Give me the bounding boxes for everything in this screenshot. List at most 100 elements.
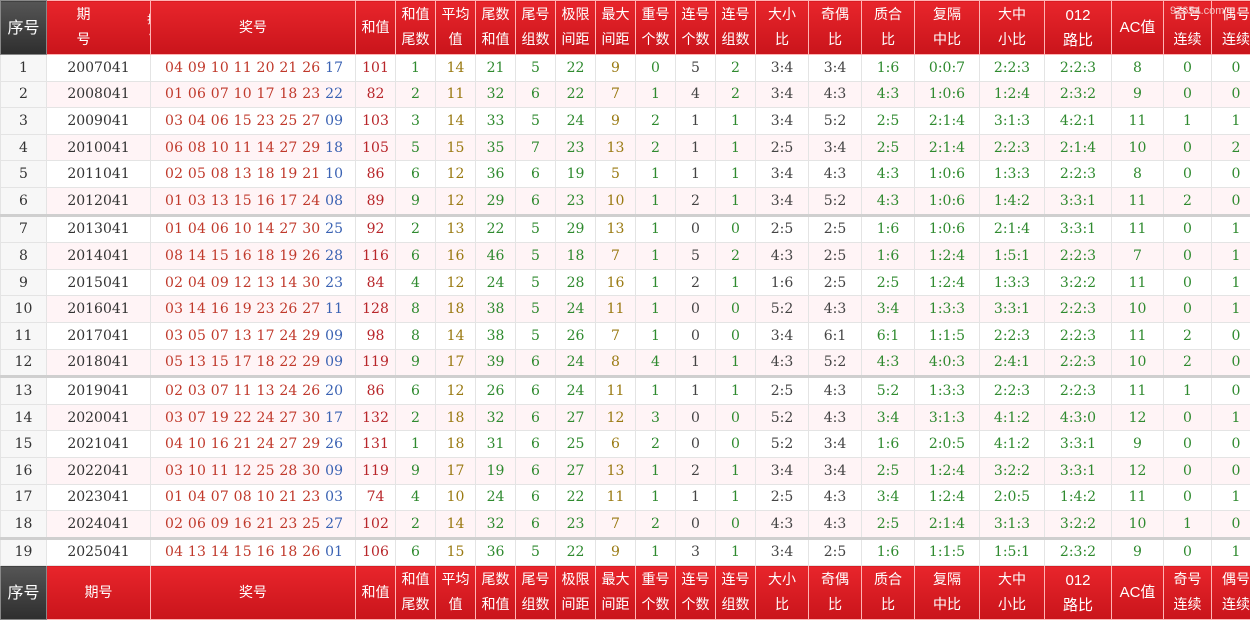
metric-cell-4: 6 xyxy=(515,186,556,216)
metric-cell-6: 16 xyxy=(595,268,636,297)
sort-label[interactable]: 排序 xyxy=(147,15,150,26)
metric-cell-15: 4:2:1 xyxy=(1044,107,1112,135)
footer-col-12-line1: 质合 xyxy=(874,571,902,588)
metric-cell-9: 1 xyxy=(715,268,756,297)
metric-cell-5: 18 xyxy=(555,242,596,270)
blue-ball: 11 xyxy=(325,301,344,318)
footer-col-15: 012 路比 xyxy=(1044,565,1112,621)
footer-col-8-line2: 个数 xyxy=(681,596,710,613)
metric-cell-16: 11 xyxy=(1111,375,1164,405)
metric-cell-4: 5 xyxy=(515,536,556,567)
metric-cell-14: 2:2:3 xyxy=(979,375,1045,405)
metric-cell-11: 4:3 xyxy=(808,483,862,512)
metric-cell-15: 2:2:3 xyxy=(1044,54,1112,82)
sort-arrows-icon[interactable]: ▲▼ xyxy=(149,28,150,37)
draw-numbers: 05 13 15 17 18 22 29 09 xyxy=(150,348,356,378)
metric-cell-15: 2:2:3 xyxy=(1044,242,1112,270)
metric-cell-14: 1:5:1 xyxy=(979,242,1045,270)
metric-cell-14: 2:2:3 xyxy=(979,54,1045,82)
header-col-11-line1: 奇偶 xyxy=(821,6,849,23)
metric-cell-0: 86 xyxy=(355,375,396,405)
issue-number: 2023041 xyxy=(46,483,151,512)
metric-cell-1: 8 xyxy=(395,321,436,350)
metric-cell-18: 1 xyxy=(1211,483,1250,512)
metric-cell-8: 0 xyxy=(675,430,716,458)
blue-ball: 20 xyxy=(325,382,344,399)
issue-number: 2011041 xyxy=(46,160,151,188)
metric-cell-2: 11 xyxy=(435,80,476,109)
metric-cell-14: 3:3:1 xyxy=(979,295,1045,323)
metric-cell-9: 1 xyxy=(715,160,756,188)
metric-cell-3: 32 xyxy=(475,510,516,539)
header-col-3-line1: 尾数 xyxy=(481,6,510,23)
metric-cell-15: 2:2:3 xyxy=(1044,375,1112,405)
metric-cell-8: 1 xyxy=(675,160,716,188)
metric-cell-3: 29 xyxy=(475,186,516,216)
metric-cell-4: 5 xyxy=(515,321,556,350)
metric-cell-14: 1:3:3 xyxy=(979,268,1045,297)
header-col-0-line1: 和值 xyxy=(361,19,390,36)
red-balls: 08 14 15 16 18 19 26 xyxy=(165,247,321,264)
metric-cell-15: 3:2:2 xyxy=(1044,510,1112,539)
metric-cell-15: 2:2:3 xyxy=(1044,321,1112,350)
row-index: 15 xyxy=(0,430,47,458)
metric-cell-13: 1:0:6 xyxy=(914,160,980,188)
metric-cell-17: 1 xyxy=(1163,375,1212,405)
metric-cell-1: 6 xyxy=(395,375,436,405)
metric-cell-18: 1 xyxy=(1211,213,1250,244)
footer-col-6-line1: 最大 xyxy=(601,571,630,588)
footer-col-16: AC值 xyxy=(1111,565,1164,621)
metric-cell-12: 2:5 xyxy=(861,510,915,539)
metric-cell-8: 1 xyxy=(675,375,716,405)
table-row: 7 2013041 01 04 06 10 14 27 30 25 92 2 13 22 5 2… xyxy=(0,213,1250,244)
metric-cell-4: 6 xyxy=(515,430,556,458)
footer-col-13: 复隔 中比 xyxy=(914,565,980,621)
metric-cell-4: 5 xyxy=(515,54,556,82)
footer-col-13-line2: 中比 xyxy=(933,596,961,613)
table-row: 16 2022041 03 10 11 12 25 28 30 09 119 9 17 19… xyxy=(0,456,1250,485)
metric-cell-6: 12 xyxy=(595,403,636,432)
blue-ball: 22 xyxy=(325,86,344,103)
row-index: 8 xyxy=(0,242,47,270)
metric-cell-14: 1:4:2 xyxy=(979,186,1045,216)
metric-cell-9: 0 xyxy=(715,295,756,323)
header-col-2-line2: 值 xyxy=(448,31,463,48)
metric-cell-12: 3:4 xyxy=(861,403,915,432)
metric-cell-5: 24 xyxy=(555,295,596,323)
footer-col-4-line1: 尾号 xyxy=(521,571,550,588)
header-col-18-line1: 偶号 xyxy=(1222,6,1250,23)
header-col-18-line2: 连续 xyxy=(1222,31,1250,48)
metric-cell-10: 3:4 xyxy=(755,186,809,216)
metric-cell-11: 2:5 xyxy=(808,213,862,244)
red-balls: 04 09 10 11 20 21 26 xyxy=(165,59,321,76)
metric-cell-18: 1 xyxy=(1211,536,1250,567)
header-col-1-line1: 和值 xyxy=(401,6,430,23)
row-index: 17 xyxy=(0,483,47,512)
header-col-13: 复隔 中比 xyxy=(914,0,980,55)
metric-cell-3: 21 xyxy=(475,54,516,82)
metric-cell-7: 1 xyxy=(635,186,676,216)
metric-cell-6: 11 xyxy=(595,483,636,512)
draw-numbers: 01 04 06 10 14 27 30 25 xyxy=(150,213,356,244)
metric-cell-9: 1 xyxy=(715,456,756,485)
metric-cell-2: 14 xyxy=(435,510,476,539)
metric-cell-12: 3:4 xyxy=(861,295,915,323)
metric-cell-2: 17 xyxy=(435,348,476,378)
header-qihao-sortable[interactable]: 期 号 排序 ▲▼ xyxy=(46,0,151,55)
header-col-12-line2: 比 xyxy=(881,31,895,48)
footer-col-0: 和值 xyxy=(355,565,396,621)
metric-cell-10: 2:5 xyxy=(755,483,809,512)
metric-cell-5: 19 xyxy=(555,160,596,188)
red-balls: 05 13 15 17 18 22 29 xyxy=(165,354,321,371)
header-col-10-line2: 比 xyxy=(775,31,789,48)
metric-cell-6: 13 xyxy=(595,133,636,162)
issue-number: 2015041 xyxy=(46,268,151,297)
metric-cell-0: 128 xyxy=(355,295,396,323)
metric-cell-12: 3:4 xyxy=(861,483,915,512)
row-index: 6 xyxy=(0,186,47,216)
footer-col-10: 大小比 xyxy=(755,565,809,621)
footer-col-5: 极限 间距 xyxy=(555,565,596,621)
footer-col-18-line1: 偶号 xyxy=(1222,571,1250,588)
red-balls: 03 07 19 22 24 27 30 xyxy=(165,409,321,426)
metric-cell-2: 14 xyxy=(435,54,476,82)
